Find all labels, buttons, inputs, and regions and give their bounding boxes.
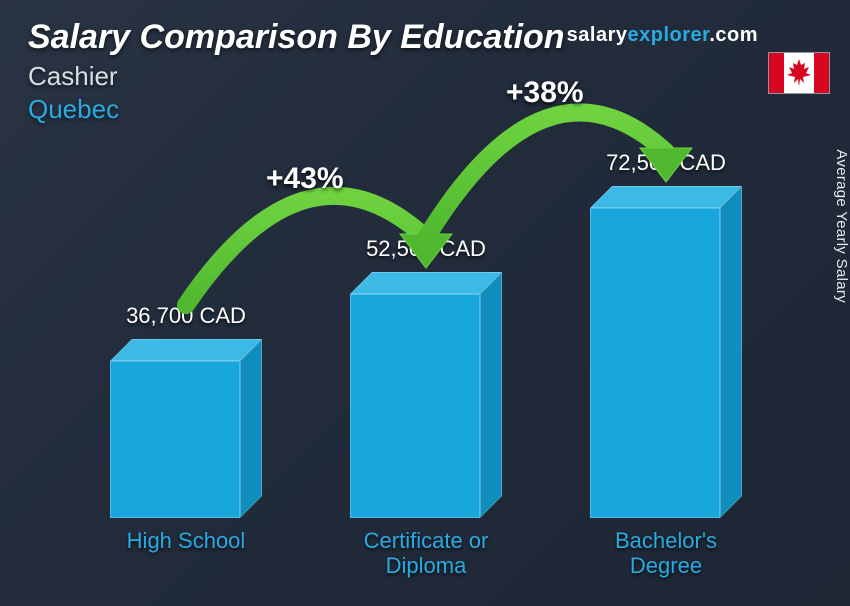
- brand-part1: salary: [567, 24, 628, 46]
- canada-flag-icon: [768, 52, 830, 94]
- bar-3d: [350, 272, 502, 518]
- brand-part3: .com: [709, 24, 758, 46]
- chart-region: Quebec: [28, 94, 822, 125]
- arc-percent: +43%: [266, 162, 344, 196]
- bar-group: 52,500 CAD Certificate or Diploma: [340, 236, 512, 586]
- bar-chart: 36,700 CAD High School 52,500 CAD Certifica…: [60, 140, 770, 586]
- bar-3d: [110, 339, 262, 518]
- bar-value: 52,500 CAD: [340, 236, 512, 262]
- bar-label: Bachelor's Degree: [580, 528, 752, 586]
- bar-label: High School: [100, 528, 272, 586]
- bar-value: 36,700 CAD: [100, 303, 272, 329]
- bar-group: 36,700 CAD High School: [100, 303, 272, 586]
- bar-group: 72,500 CAD Bachelor's Degree: [580, 150, 752, 586]
- y-axis-label: Average Yearly Salary: [834, 149, 850, 303]
- bar-value: 72,500 CAD: [580, 150, 752, 176]
- bar-3d: [590, 186, 742, 518]
- chart-subtitle: Cashier: [28, 61, 822, 92]
- arc-percent: +38%: [506, 76, 584, 110]
- brand-part2: explorer: [627, 24, 709, 46]
- brand-logo: salaryexplorer.com: [567, 24, 758, 47]
- bar-label: Certificate or Diploma: [340, 528, 512, 586]
